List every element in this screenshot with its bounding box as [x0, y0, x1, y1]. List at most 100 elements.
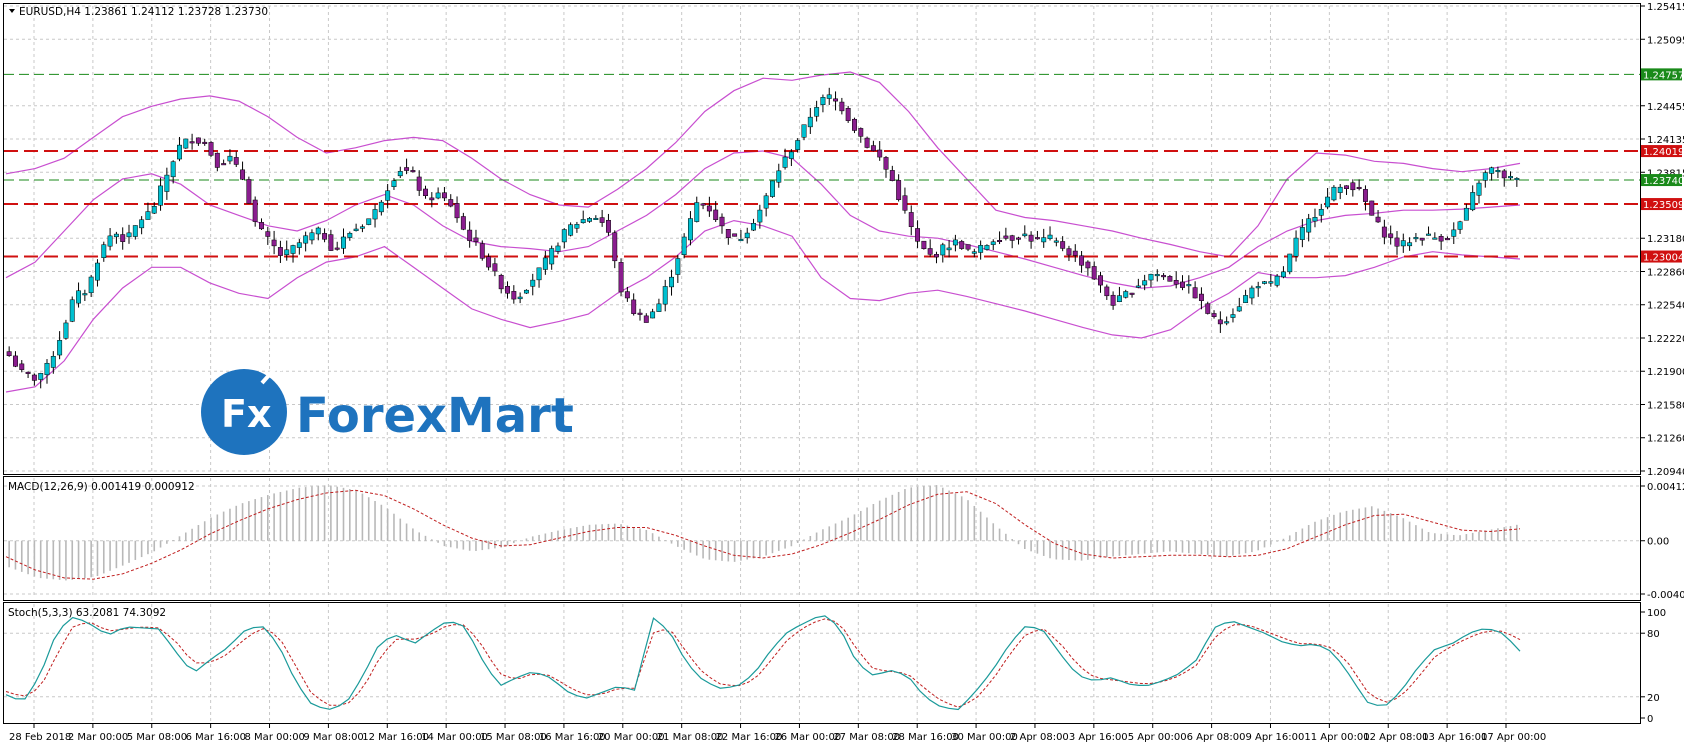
time-tick-label: 5 Apr 00:00: [1128, 732, 1187, 743]
macd-tick-label: 0.00: [1647, 537, 1669, 548]
candle-body: [618, 262, 624, 293]
macd-tick-label: -0.004015: [1647, 590, 1684, 601]
candle-body: [889, 170, 895, 181]
candle-body: [883, 157, 889, 170]
price-tick-label: 1.21260: [1647, 434, 1684, 445]
candle-body: [990, 241, 996, 245]
candle-body: [1325, 196, 1331, 208]
candle-body: [877, 149, 883, 158]
candle-body: [410, 170, 416, 173]
candle-body: [202, 141, 208, 144]
candle-body: [643, 315, 649, 323]
price-level-tag: [1641, 198, 1682, 211]
candle-body: [669, 276, 674, 288]
time-tick-label: 21 Mar 08:00: [657, 732, 724, 743]
candle-body: [820, 97, 826, 105]
candle-body: [902, 195, 908, 211]
time-tick-label: 28 Mar 16:00: [892, 732, 959, 743]
candle-body: [1262, 281, 1267, 284]
price-tick-label: 1.23180: [1647, 234, 1684, 245]
candle-body: [221, 163, 227, 166]
candle-body: [1034, 237, 1040, 240]
candle-body: [139, 219, 145, 229]
candle-body: [1142, 280, 1148, 286]
candle-body: [713, 209, 719, 221]
macd-panel-frame: [3, 476, 1641, 601]
price-tick-label: 1.23815: [1647, 168, 1684, 179]
candle-body: [870, 145, 876, 151]
candle-body: [1243, 295, 1249, 303]
candle-body: [1085, 261, 1091, 269]
candle-body: [864, 137, 870, 148]
candle-body: [1053, 240, 1059, 243]
candle-body: [505, 285, 510, 294]
candle-body: [1350, 182, 1356, 191]
symbol-dropdown-icon[interactable]: [9, 9, 15, 13]
candle-body: [1514, 178, 1520, 181]
candle-body: [1028, 234, 1034, 242]
candle-body: [25, 371, 31, 374]
level-price-tags: 1.24757 1.24019 1.23740 1.23509 1.23004: [1641, 68, 1684, 264]
candle-body: [486, 256, 492, 268]
price-level-tag-label: 1.23004: [1643, 253, 1684, 264]
candle-body: [385, 190, 391, 201]
candle-body: [605, 219, 611, 233]
candle-body: [195, 137, 201, 144]
candle-body: [38, 373, 44, 380]
time-tick-label: 2 Apr 08:00: [1010, 732, 1069, 743]
candle-body: [1230, 314, 1236, 318]
candle-body: [1022, 233, 1028, 237]
candle-body: [1312, 217, 1318, 222]
candle-body: [63, 322, 69, 339]
candle-body: [1135, 285, 1141, 288]
candle-body: [770, 180, 775, 197]
candle-body: [1072, 250, 1078, 256]
candle-body: [1098, 275, 1103, 286]
candle-body: [1337, 186, 1343, 193]
candle-body: [952, 239, 958, 246]
candle-body: [580, 219, 586, 224]
candle-body: [1287, 253, 1293, 273]
candle-body: [650, 311, 656, 319]
price-level-tag-label: 1.23740: [1643, 176, 1684, 187]
candle-body: [441, 192, 447, 199]
time-tick-label: 2 Mar 00:00: [68, 732, 128, 743]
time-tick-label: 12 Apr 08:00: [1363, 732, 1428, 743]
candle-body: [1217, 319, 1223, 325]
candle-body: [795, 140, 801, 150]
candle-body: [246, 179, 252, 204]
candle-body: [404, 167, 410, 171]
candle-body: [631, 299, 637, 314]
candle-body: [1413, 237, 1419, 240]
candle-body: [858, 128, 864, 137]
logo-arrow-icon: [260, 359, 284, 385]
candle-body: [95, 262, 100, 281]
time-tick-label: 9 Mar 08:00: [303, 732, 363, 743]
forexmart-logo: Fx ForexMart: [201, 359, 574, 455]
candle-body: [1375, 216, 1381, 223]
candle-body: [555, 245, 561, 252]
candle-body: [240, 169, 246, 180]
candle-body: [1280, 271, 1286, 278]
macd-indicator: [5, 485, 1521, 581]
candle-body: [940, 244, 946, 256]
candle-body: [1444, 238, 1450, 241]
time-tick-label: 22 Mar 16:00: [716, 732, 783, 743]
candle-body: [1274, 275, 1280, 286]
candle-body: [315, 227, 321, 235]
candle-body: [1205, 303, 1211, 314]
candle-body: [1161, 275, 1167, 278]
stoch-title: Stoch(5,3,3) 63.2081 74.3092: [8, 607, 166, 619]
candle-body: [467, 229, 473, 241]
time-tick-label: 27 Mar 08:00: [833, 732, 900, 743]
macd-axis: 0.004127 0.00 -0.004015: [1641, 482, 1684, 601]
candlesticks: [6, 87, 1520, 389]
candle-body: [492, 263, 498, 272]
candle-body: [1451, 229, 1457, 237]
candle-body: [309, 232, 315, 241]
candle-body: [523, 289, 529, 294]
candle-body: [744, 232, 750, 239]
candle-body: [530, 279, 536, 287]
